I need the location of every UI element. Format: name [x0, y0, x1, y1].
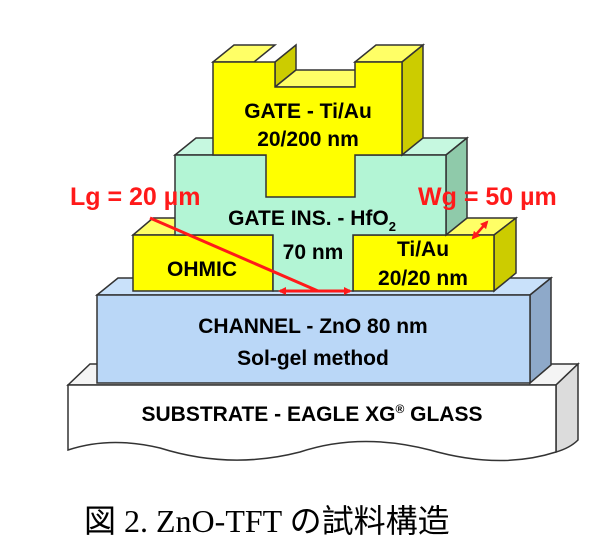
- lg-label: Lg = 20 µm: [70, 183, 200, 211]
- gate-thickness: 20/200 nm: [257, 128, 359, 151]
- lg-leader-line: [149, 216, 319, 293]
- wg-label: Wg = 50 µm: [418, 183, 557, 211]
- channel-title: CHANNEL - ZnO 80 nm: [198, 315, 427, 338]
- figure-caption: 図 2. ZnO-TFT の試料構造: [84, 503, 450, 539]
- channel-method: Sol-gel method: [237, 347, 389, 370]
- insulator-title: GATE INS. - HfO2: [228, 207, 396, 234]
- ohmic-right-material: Ti/Au: [397, 238, 449, 261]
- wg-arrow: [471, 220, 489, 240]
- ohmic-right-thickness: 20/20 nm: [378, 267, 468, 290]
- substrate-label: SUBSTRATE - EAGLE XG® GLASS: [142, 402, 483, 426]
- gate-electrode: [210, 43, 426, 198]
- ohmic-left-label: OHMIC: [167, 258, 237, 281]
- ohmic-right-contact: [352, 216, 519, 293]
- gate-title: GATE - Ti/Au: [244, 100, 372, 123]
- ohmic-left-contact: [130, 217, 274, 292]
- insulator-thickness: 70 nm: [283, 241, 344, 264]
